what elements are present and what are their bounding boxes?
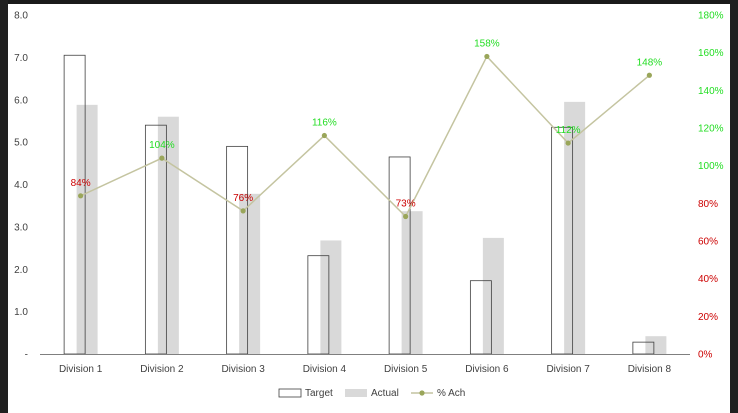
right-axis-tick-label: 60% (698, 237, 718, 248)
ach-marker (78, 193, 84, 199)
x-axis-category-label: Division 7 (546, 364, 590, 375)
ach-data-label: 112% (556, 125, 581, 136)
left-axis-tick-label: - (25, 350, 28, 361)
background-left-edge (0, 0, 8, 413)
ach-data-label: 76% (233, 193, 253, 204)
left-axis-tick-label: 8.0 (14, 11, 28, 22)
actual-bar (401, 211, 423, 354)
ach-data-label: 84% (71, 178, 91, 189)
right-axis-tick-label: 120% (698, 124, 724, 135)
ach-data-label: 116% (312, 118, 337, 129)
actual-bar (564, 101, 586, 355)
left-axis-tick-label: 2.0 (14, 265, 28, 276)
ach-marker (240, 208, 246, 214)
legend[interactable]: Target Actual % Ach (278, 388, 465, 399)
legend-ach-marker (419, 390, 425, 396)
ach-marker (484, 53, 490, 60)
left-axis-tick-label: 4.0 (14, 180, 28, 191)
ach-line (80, 55, 650, 218)
ach-marker (159, 155, 165, 161)
ach-marker (646, 72, 652, 78)
x-axis-category-label: Division 2 (140, 364, 184, 375)
legend-ach-label: % Ach (437, 388, 465, 399)
actual-bar (645, 336, 667, 354)
left-axis-tick-label: 1.0 (14, 307, 28, 318)
left-axis-tick-label: 5.0 (14, 138, 28, 149)
ach-data-label: 158% (474, 38, 500, 49)
actual-bar (320, 240, 342, 354)
x-axis-category-label: Division 5 (384, 364, 428, 375)
bar-series (63, 54, 667, 355)
ach-data-label: 148% (637, 57, 663, 68)
ach-marker (403, 213, 409, 220)
legend-target-label: Target (305, 388, 333, 399)
ach-marker (321, 132, 327, 139)
combo-chart: - 1.0 2.0 3.0 4.0 5.0 6.0 7.0 8.0 0% 20% 40% 60% 80%… (14, 11, 724, 400)
left-axis-tick-label: 7.0 (14, 53, 28, 64)
left-axis-tick-label: 6.0 (14, 95, 28, 106)
left-axis: - 1.0 2.0 3.0 4.0 5.0 6.0 7.0 8.0 (14, 11, 28, 361)
x-axis-category-label: Division 4 (303, 364, 347, 375)
right-axis-tick-label: 160% (698, 48, 724, 59)
right-axis-tick-label: 80% (698, 199, 718, 210)
right-axis: 0% 20% 40% 60% 80% 100% 120% 140% 160% 180% (698, 11, 724, 361)
x-axis-category-label: Division 6 (465, 364, 509, 375)
right-axis-tick-label: 40% (698, 274, 718, 285)
ach-marker (565, 140, 571, 146)
left-axis-tick-label: 3.0 (14, 222, 28, 233)
background-right-edge (730, 0, 738, 413)
x-axis-category-label: Division 8 (628, 364, 672, 375)
chart-area[interactable]: - 1.0 2.0 3.0 4.0 5.0 6.0 7.0 8.0 0% 20% 40% 60% 80%… (8, 4, 730, 409)
actual-bar (157, 116, 179, 354)
legend-target-swatch (278, 388, 302, 398)
line-series: 84% 104% 76% 116% 73% 158% 112% 148% (71, 38, 663, 220)
x-axis-labels: Division 1 Division 2 Division 3 Division 4… (40, 354, 690, 375)
actual-bar (482, 237, 504, 354)
right-axis-tick-label: 140% (698, 86, 724, 97)
x-axis-category-label: Division 3 (221, 364, 265, 375)
right-axis-tick-label: 20% (698, 312, 718, 323)
legend-actual-label: Actual (371, 388, 399, 399)
right-axis-tick-label: 0% (698, 350, 713, 361)
actual-bar (76, 104, 98, 355)
ach-data-label: 104% (149, 140, 175, 151)
ach-data-label: 73% (396, 199, 416, 210)
right-axis-tick-label: 180% (698, 11, 724, 22)
right-axis-tick-label: 100% (698, 161, 724, 172)
actual-bar (239, 193, 261, 354)
x-axis-category-label: Division 1 (59, 364, 103, 375)
legend-actual-swatch (345, 389, 367, 397)
